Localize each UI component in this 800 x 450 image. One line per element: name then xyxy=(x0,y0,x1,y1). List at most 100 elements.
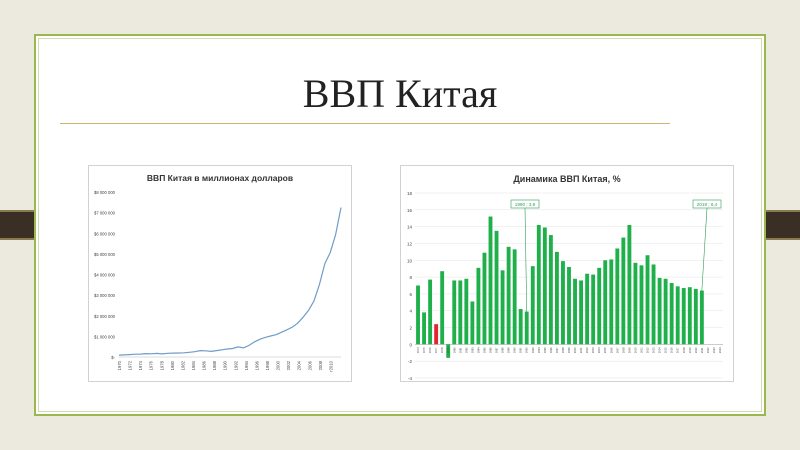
line-y-tick-label: $6 000 000 xyxy=(94,231,116,236)
line-x-tick-label: 1984 xyxy=(191,360,196,370)
bar xyxy=(458,280,463,345)
bar xyxy=(506,246,511,345)
bar xyxy=(603,260,608,345)
bar xyxy=(597,267,602,345)
line-x-tick-label: 1974 xyxy=(138,360,143,370)
bar xyxy=(554,251,559,345)
bar xyxy=(482,252,487,345)
bar-y-tick-label: 0 xyxy=(409,342,412,347)
bar xyxy=(524,311,529,345)
bar-x-tick-label: 1982 xyxy=(464,347,468,353)
bar-x-tick-label: 1993 xyxy=(531,347,535,353)
bar-y-tick-label: 18 xyxy=(407,191,413,196)
bar-x-tick-label: 1977 xyxy=(434,347,438,353)
line-chart-title: ВВП Китая в миллионах долларов xyxy=(147,173,293,183)
bar-x-tick-label: 1999 xyxy=(567,347,571,353)
line-x-tick-label: 1998 xyxy=(265,360,270,370)
line-x-tick-label: 1972 xyxy=(128,360,133,370)
bar xyxy=(627,224,632,345)
bar-x-tick-label: 2000 xyxy=(573,347,577,353)
bar-x-tick-label: 2022 xyxy=(706,347,710,353)
annotation-box xyxy=(510,199,540,209)
bar xyxy=(530,266,535,345)
bar-x-tick-label: 2018 xyxy=(682,347,686,353)
bar-x-tick-label: 2017 xyxy=(676,347,680,353)
bar xyxy=(657,277,662,345)
line-y-tick-label: $5 000 000 xyxy=(94,252,116,257)
line-x-tick-label: r2010 xyxy=(328,360,333,371)
annotation-label: 2018 ; 6,4 xyxy=(697,202,718,207)
bar-x-tick-label: 1978 xyxy=(440,347,444,353)
line-x-tick-label: 2002 xyxy=(286,360,291,370)
bar-x-tick-label: 1996 xyxy=(549,347,553,353)
bar xyxy=(675,286,680,345)
bar xyxy=(488,216,493,345)
bar xyxy=(693,288,698,345)
bar xyxy=(669,282,674,345)
line-x-tick-label: 1986 xyxy=(202,360,207,370)
bar-x-tick-label: 2005 xyxy=(603,347,607,353)
bar xyxy=(548,235,553,345)
bar-x-tick-label: 2024 xyxy=(718,347,722,353)
bar xyxy=(681,288,686,345)
gdp-line-chart-panel: ВВП Китая в миллионах долларов $- $1 000 0… xyxy=(88,165,352,382)
bar-x-tick-label: 1998 xyxy=(561,347,565,353)
bar-x-tick-label: 1992 xyxy=(525,347,529,353)
title-underline xyxy=(60,123,670,124)
line-x-tick-label: 1976 xyxy=(149,360,154,370)
bar xyxy=(422,312,426,345)
bar-x-tick-label: 1979 xyxy=(446,347,450,353)
line-x-tick-label: 1978 xyxy=(159,360,164,370)
bar xyxy=(639,265,644,345)
gdp-line-chart: ВВП Китая в миллионах долларов $- $1 000 0… xyxy=(94,173,342,372)
bar xyxy=(633,262,638,345)
bar xyxy=(585,273,590,345)
bar-x-tick-label: 2007 xyxy=(615,347,619,353)
bar-x-tick-label: 2023 xyxy=(712,347,716,353)
bar-x-tick-label: 1994 xyxy=(537,347,541,353)
bar-y-tick-label: 12 xyxy=(407,241,413,246)
line-x-tick-label: 1982 xyxy=(180,360,185,370)
bar-x-tick-label: 1983 xyxy=(470,347,474,353)
bar-x-tick-label: 1976 xyxy=(428,347,432,353)
bar xyxy=(573,278,577,345)
bar-x-tick-label: 1989 xyxy=(507,347,511,353)
bar-y-tick-label: 8 xyxy=(409,275,412,280)
bar-y-tick-label: 6 xyxy=(409,292,412,297)
bar-x-tick-label: 2006 xyxy=(609,347,613,353)
bar-x-tick-label: 1980 xyxy=(452,347,456,353)
bar-x-tick-label: 2011 xyxy=(639,347,643,353)
bar-x-tick-label: 1997 xyxy=(555,347,559,353)
bar xyxy=(609,259,614,345)
bar-x-tick-label: 2008 xyxy=(621,347,625,353)
bar-x-tick-label: 2004 xyxy=(597,347,601,353)
annotation-label: 1990 ; 3,9 xyxy=(515,202,536,207)
bar-x-tick-label: 2020 xyxy=(694,347,698,353)
bar-x-tick-label: 1990 xyxy=(513,347,517,353)
bar xyxy=(440,271,445,345)
bar-x-tick-label: 1981 xyxy=(458,347,462,353)
bar xyxy=(579,280,584,345)
bar-y-tick-label: 14 xyxy=(407,225,413,230)
bar xyxy=(434,324,439,345)
line-x-tick-label: 1988 xyxy=(212,360,217,370)
bar-y-tick-label: -2 xyxy=(408,359,412,364)
bar xyxy=(615,248,620,345)
line-y-tick-label: $- xyxy=(111,355,115,360)
bar xyxy=(651,264,656,345)
bar-x-tick-label: 1986 xyxy=(488,347,492,353)
bar xyxy=(645,255,650,345)
bar xyxy=(518,309,523,345)
line-x-tick-label: 1996 xyxy=(254,360,259,370)
line-x-tick-label: 1980 xyxy=(170,360,175,370)
bar-x-tick-label: 2013 xyxy=(652,347,656,353)
bar-y-tick-label: -4 xyxy=(408,376,412,381)
bar xyxy=(591,274,596,345)
bar xyxy=(542,227,547,345)
line-y-tick-label: $2 000 000 xyxy=(94,314,116,319)
annotation-leader-line xyxy=(701,207,708,291)
bar-x-tick-label: 1974 xyxy=(416,347,420,353)
bar-x-tick-label: 2014 xyxy=(658,347,662,353)
bar-x-tick-label: 2012 xyxy=(646,347,650,353)
bar-x-tick-label: 1975 xyxy=(422,347,426,353)
